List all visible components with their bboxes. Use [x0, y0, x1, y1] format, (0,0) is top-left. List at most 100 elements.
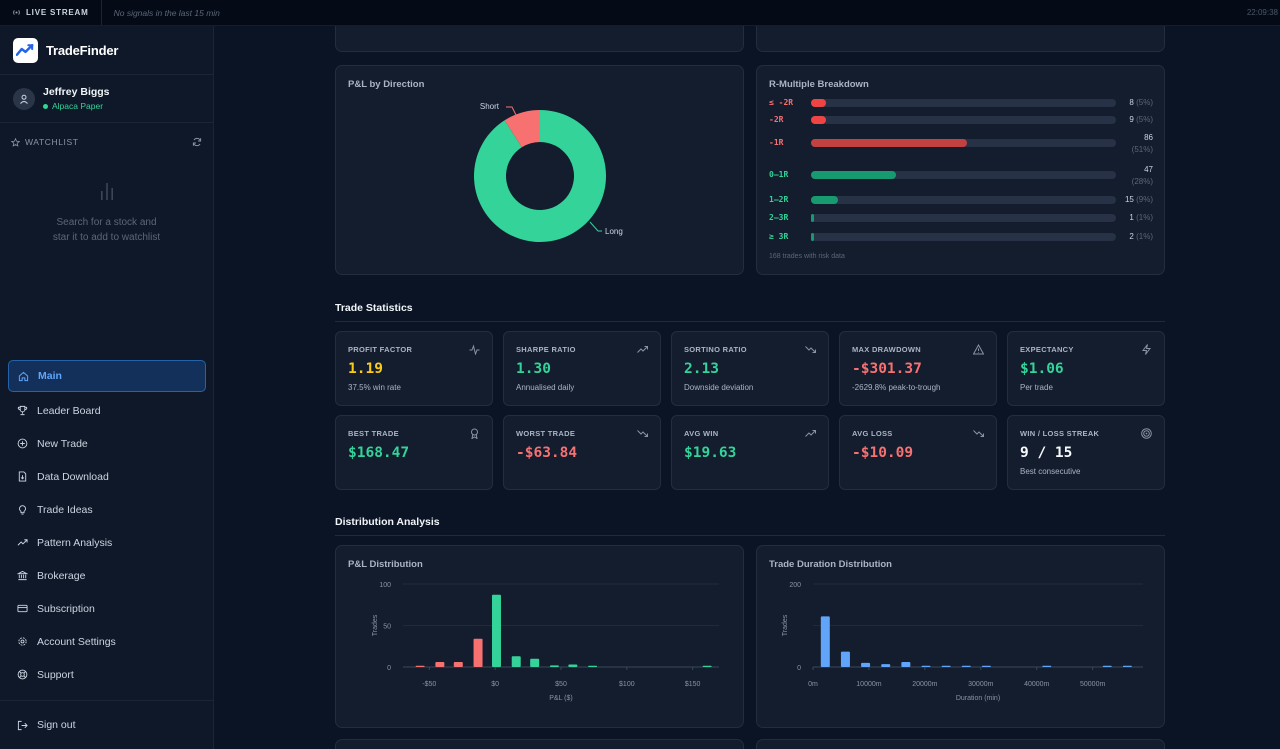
stat-card-max-drawdown: MAX DRAWDOWN -$301.37 -2629.8% peak-to-tro…: [839, 331, 997, 406]
sign-out-button[interactable]: Sign out: [0, 700, 214, 749]
x-tick-label: 50000m: [1080, 681, 1105, 688]
live-stream-bar: LIVE STREAM No signals in the last 15 mi…: [0, 0, 1280, 26]
r-bar-track: [811, 233, 1116, 241]
card-title: R-Multiple Breakdown: [769, 79, 869, 90]
nav-item-support[interactable]: Support: [8, 658, 206, 691]
r-count-value: 9: [1129, 115, 1134, 124]
duration-distribution-chart: 0 200 Trades 0m 10000m 20000m 30000m 40000m 5000…: [782, 582, 1143, 702]
x-tick-label: 10000m: [856, 681, 881, 688]
r-count-value: 1: [1129, 213, 1134, 222]
nav-item-data-download[interactable]: Data Download: [8, 460, 206, 493]
histogram-bar[interactable]: [881, 664, 891, 667]
stat-card-expectancy: EXPECTANCY $1.06 Per trade: [1007, 331, 1165, 406]
trend-icon: [17, 539, 28, 546]
r-bar-fill: [811, 214, 815, 222]
donut-slice-long[interactable]: [474, 110, 606, 243]
r-bucket-label: ≤ -2R: [769, 98, 794, 107]
histogram-bar[interactable]: [453, 662, 463, 667]
live-stream-indicator[interactable]: LIVE STREAM: [0, 0, 102, 25]
nav-item-label: Data Download: [37, 470, 109, 483]
r-multiple-row: 2–3R 1 (1%): [769, 212, 1153, 224]
logo-icon: [13, 37, 38, 63]
nav-item-pattern-analysis[interactable]: Pattern Analysis: [8, 526, 206, 559]
refresh-icon[interactable]: [192, 137, 202, 147]
histogram-bar[interactable]: [1102, 665, 1112, 667]
r-multiple-row: 1–2R 15 (9%): [769, 194, 1153, 206]
nav-item-account-settings[interactable]: Account Settings: [8, 625, 206, 658]
brand[interactable]: TradeFinder: [0, 26, 213, 75]
y-axis-label: Trades: [372, 614, 379, 636]
y-tick-label: 200: [789, 582, 801, 589]
r-multiple-row: ≤ -2R 8 (5%): [769, 97, 1153, 109]
nav-item-leader-board[interactable]: Leader Board: [8, 394, 206, 427]
warning-icon: [973, 344, 984, 355]
histogram-bar[interactable]: [549, 665, 559, 667]
nav-item-subscription[interactable]: Subscription: [8, 592, 206, 625]
trend-up-icon: [637, 346, 648, 353]
stat-value: $168.47: [348, 445, 410, 461]
histogram-bar[interactable]: [415, 665, 425, 667]
r-bucket-label: -2R: [769, 115, 784, 124]
r-bar-fill: [811, 116, 827, 124]
histogram-bar[interactable]: [511, 656, 521, 667]
bank-icon: [17, 570, 28, 581]
histogram-bar[interactable]: [1042, 665, 1052, 667]
histogram-bar[interactable]: [530, 658, 540, 667]
nav-item-label: Brokerage: [37, 569, 86, 582]
watchlist-empty-line2: star it to add to watchlist: [52, 232, 161, 243]
stat-label: WORST TRADE: [516, 429, 576, 438]
x-tick-label: -$50: [422, 681, 436, 688]
donut-slice-short[interactable]: [504, 110, 540, 148]
stat-card-best-trade: BEST TRADE $168.47: [335, 415, 493, 490]
histogram-bar[interactable]: [588, 665, 598, 667]
divider: [335, 535, 1165, 536]
user-profile[interactable]: Jeffrey Biggs Alpaca Paper: [0, 75, 213, 123]
r-count-pct: (5%): [1136, 98, 1153, 107]
histogram-bar[interactable]: [491, 594, 501, 667]
stat-value: -$63.84: [516, 445, 578, 461]
histogram-bar[interactable]: [840, 651, 850, 667]
histogram-bar[interactable]: [702, 665, 712, 667]
r-multiple-row: ≥ 3R 2 (1%): [769, 231, 1153, 243]
main-nav: Main Leader Board New Trade Data Downloa…: [0, 360, 214, 691]
histogram-bar[interactable]: [861, 662, 871, 667]
stat-label: AVG LOSS: [852, 429, 893, 438]
r-bar-track: [811, 196, 1116, 204]
sign-out-icon: [17, 720, 28, 730]
signal-status: No signals in the last 15 min: [113, 7, 220, 18]
nav-item-label: Subscription: [37, 602, 95, 615]
nav-item-main[interactable]: Main: [8, 360, 206, 392]
user-icon: [20, 94, 28, 104]
histogram-bar[interactable]: [901, 662, 911, 667]
nav-item-new-trade[interactable]: New Trade: [8, 427, 206, 460]
histogram-bar[interactable]: [1122, 665, 1132, 667]
histogram-bar[interactable]: [568, 664, 578, 667]
histogram-bar[interactable]: [981, 665, 991, 667]
r-count-value: 86: [1144, 133, 1153, 142]
nav-item-brokerage[interactable]: Brokerage: [8, 559, 206, 592]
r-count-pct: (1%): [1136, 232, 1153, 241]
histogram-bar[interactable]: [961, 665, 971, 667]
histogram-bar[interactable]: [473, 638, 483, 667]
nav-item-trade-ideas[interactable]: Trade Ideas: [8, 493, 206, 526]
x-tick-label: 20000m: [912, 681, 937, 688]
r-multiple-card: R-Multiple Breakdown ≤ -2R 8 (5%) -2R 9 (5%…: [756, 65, 1165, 275]
stat-subtext: -2629.8% peak-to-trough: [852, 383, 941, 392]
card-bottom-left-partial: [335, 739, 744, 749]
stat-value: 9 / 15: [1020, 445, 1073, 461]
histogram-bar[interactable]: [921, 665, 931, 667]
y-tick-label: 0: [797, 665, 801, 672]
card-top-right-partial: [756, 26, 1165, 52]
histogram-bar[interactable]: [820, 616, 830, 667]
stat-label: AVG WIN: [684, 429, 719, 438]
x-axis-label: P&L ($): [549, 695, 572, 702]
r-count-pct: (51%): [1131, 145, 1153, 154]
histogram-bar[interactable]: [941, 665, 951, 667]
r-count: 86 (51%): [1132, 132, 1153, 156]
watchlist-header: WATCHLIST: [0, 123, 213, 161]
histogram-bar[interactable]: [435, 662, 445, 667]
stat-card-win-loss-streak: WIN / LOSS STREAK 9 / 15 Best consecutive: [1007, 415, 1165, 490]
x-tick-label: 0m: [808, 681, 818, 688]
sidebar: TradeFinder Jeffrey Biggs Alpaca Paper W…: [0, 26, 214, 749]
r-bar-fill: [811, 196, 839, 204]
